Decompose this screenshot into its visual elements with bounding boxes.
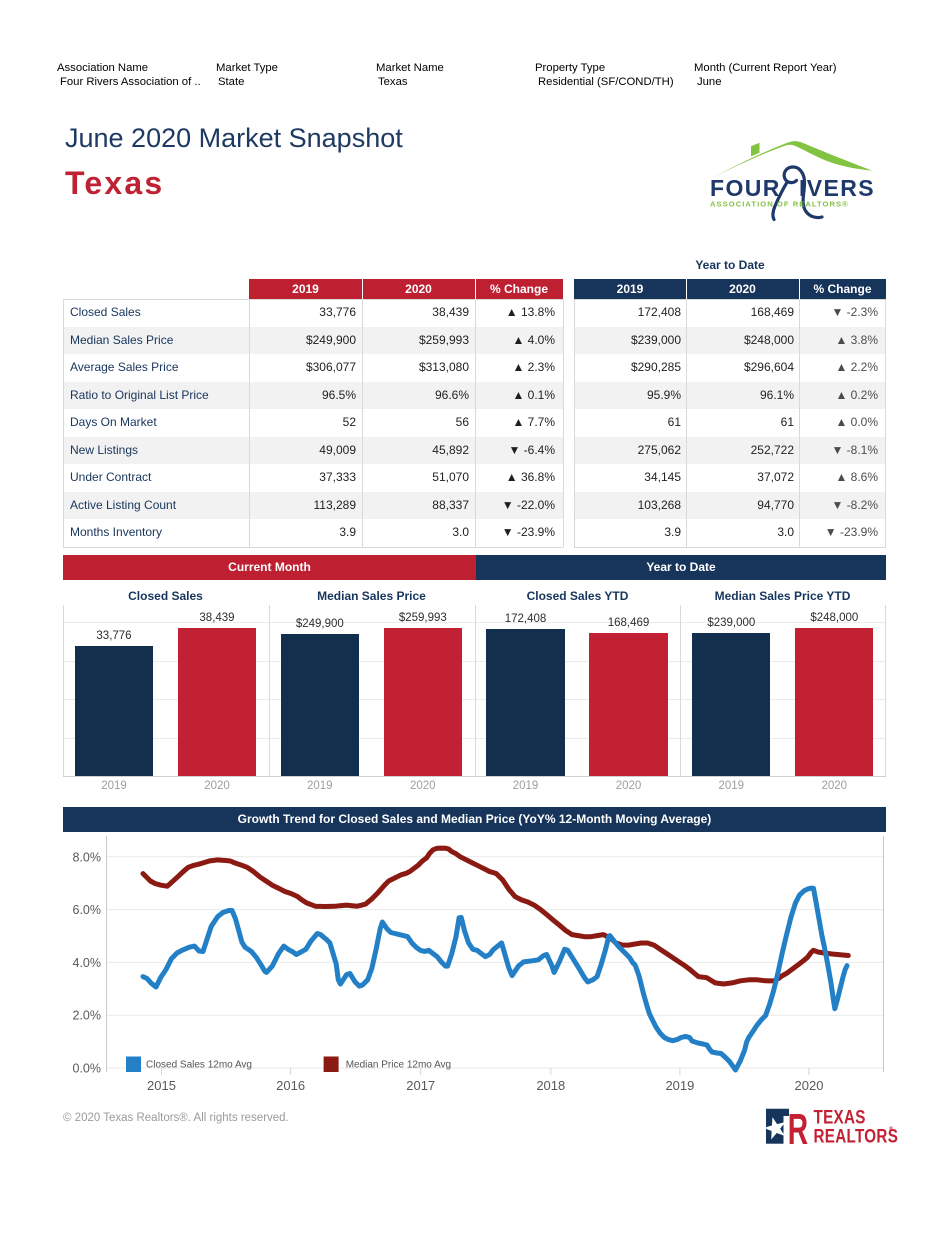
svg-text:4.0%: 4.0%	[73, 956, 102, 970]
svg-text:2016: 2016	[276, 1078, 305, 1093]
svg-text:2019: 2019	[665, 1078, 694, 1093]
svg-text:2018: 2018	[536, 1078, 565, 1093]
svg-text:TEXAS: TEXAS	[814, 1106, 866, 1128]
svg-text:2015: 2015	[147, 1078, 176, 1093]
svg-text:6.0%: 6.0%	[73, 903, 102, 917]
svg-text:Closed Sales 12mo Avg: Closed Sales 12mo Avg	[146, 1060, 252, 1071]
svg-text:FOUR: FOUR	[710, 175, 781, 201]
svg-text:2017: 2017	[406, 1078, 435, 1093]
svg-text:R: R	[788, 1105, 808, 1151]
svg-text:ASSOCIATION OF REALTORS®: ASSOCIATION OF REALTORS®	[710, 200, 849, 209]
svg-text:REALTORS: REALTORS	[814, 1125, 899, 1147]
svg-text:Median Price 12mo Avg: Median Price 12mo Avg	[346, 1060, 451, 1071]
svg-text:8.0%: 8.0%	[73, 850, 102, 864]
svg-text:IVERS: IVERS	[799, 175, 875, 201]
svg-text:®: ®	[889, 1125, 893, 1133]
svg-text:2.0%: 2.0%	[73, 1009, 102, 1023]
svg-text:0.0%: 0.0%	[73, 1062, 102, 1076]
svg-text:2020: 2020	[795, 1078, 824, 1093]
